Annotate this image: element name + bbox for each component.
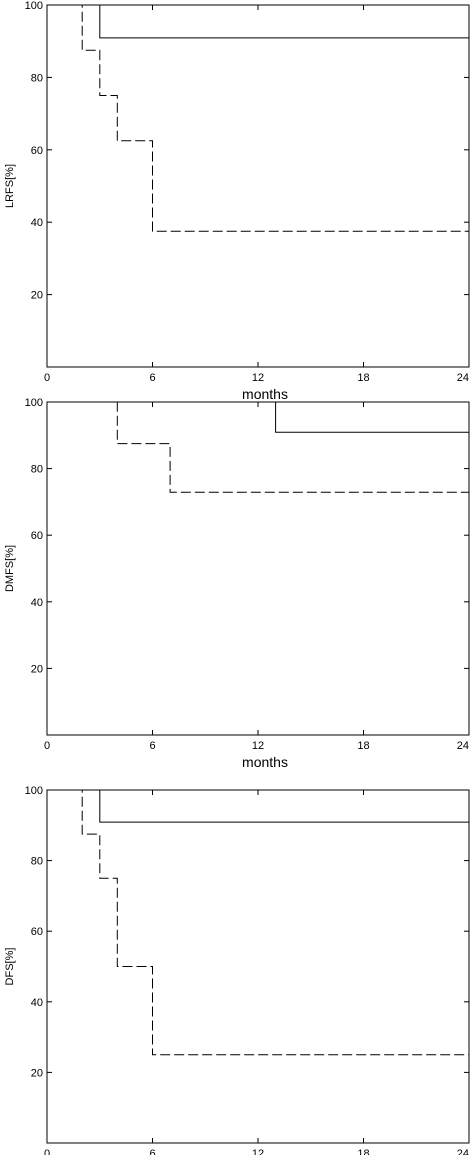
x-axis-label: months <box>242 386 288 402</box>
x-tick-label: 0 <box>44 1148 50 1155</box>
x-tick-label: 0 <box>44 372 50 384</box>
x-axis-label: months <box>242 754 288 770</box>
x-tick-label: 18 <box>357 1148 369 1155</box>
y-tick-label: 40 <box>31 597 43 609</box>
y-tick-label: 60 <box>31 530 43 542</box>
km-plot-2: 0 6 12 18 24 20 40 60 80 100 months DMFS[%] <box>4 397 470 770</box>
x-tick-label: 18 <box>357 740 369 752</box>
plot-frame <box>46 789 470 1144</box>
x-tick-label: 6 <box>149 740 155 752</box>
x-tick-label: 6 <box>149 1148 155 1155</box>
y-tick-label: 100 <box>25 785 43 797</box>
x-tick-label: 18 <box>357 372 369 384</box>
y-tick-label: 40 <box>31 217 43 229</box>
y-tick-label: 60 <box>31 145 43 157</box>
x-tick-label: 24 <box>457 740 469 752</box>
solid-survival-curve <box>47 789 469 823</box>
solid-survival-curve <box>47 4 469 39</box>
y-tick-label: 80 <box>31 464 43 476</box>
y-tick-label: 20 <box>31 1067 43 1079</box>
y-tick-label: 80 <box>31 856 43 868</box>
dashed-survival-curve <box>47 789 469 1056</box>
y-axis-label: LRFS[%] <box>4 164 16 208</box>
y-tick-label: 20 <box>31 290 43 302</box>
x-tick-label: 12 <box>252 740 264 752</box>
dashed-survival-curve <box>47 401 469 493</box>
x-tick-label: 12 <box>252 1148 264 1155</box>
x-tick-label: 24 <box>457 372 469 384</box>
plot-frame <box>46 4 470 368</box>
dashed-survival-curve <box>47 4 469 232</box>
y-tick-label: 20 <box>31 663 43 675</box>
x-tick-label: 0 <box>44 740 50 752</box>
y-tick-label: 100 <box>25 0 43 12</box>
y-tick-label: 40 <box>31 997 43 1009</box>
y-axis-label: DMFS[%] <box>4 545 16 592</box>
x-tick-label: 24 <box>457 1148 469 1155</box>
y-tick-label: 60 <box>31 926 43 938</box>
km-plot-1: 0 6 12 18 24 20 40 60 80 100 months LRFS[%] <box>4 0 470 402</box>
y-tick-label: 100 <box>25 397 43 409</box>
y-axis-label: DFS[%] <box>4 948 16 986</box>
x-tick-label: 12 <box>252 372 264 384</box>
plot-frame <box>46 401 470 736</box>
solid-survival-curve <box>47 401 469 433</box>
y-tick-label: 80 <box>31 72 43 84</box>
km-plot-3: 0612182420406080100monthsDFS[%] <box>4 785 470 1155</box>
x-tick-label: 6 <box>149 372 155 384</box>
